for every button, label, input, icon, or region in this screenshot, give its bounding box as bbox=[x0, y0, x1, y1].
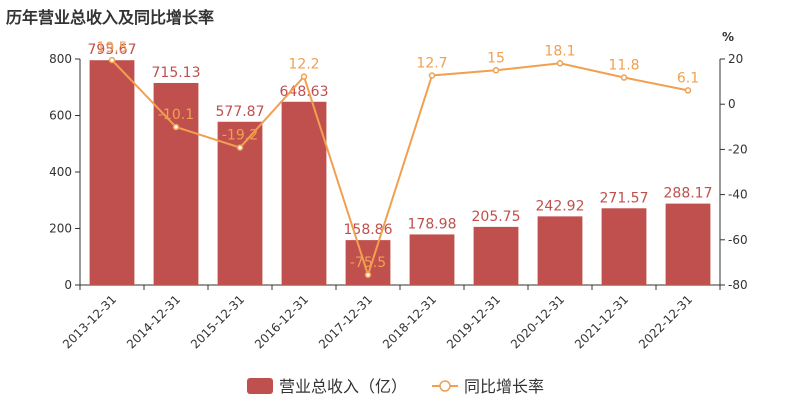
legend-line-marker bbox=[439, 380, 451, 392]
bar-value-label: 715.13 bbox=[152, 65, 201, 81]
bar bbox=[473, 226, 519, 285]
right-tick-label: 0 bbox=[728, 97, 736, 111]
line-value-label: 12.2 bbox=[288, 57, 319, 73]
left-tick-label: 0 bbox=[64, 278, 72, 292]
right-axis-unit: % bbox=[722, 30, 734, 44]
bar-series bbox=[89, 60, 711, 286]
right-tick-label: 20 bbox=[728, 52, 743, 66]
bar bbox=[281, 101, 327, 285]
right-tick-label: -20 bbox=[728, 142, 748, 156]
x-tick-label: 2017-12-31 bbox=[316, 292, 375, 351]
legend-bar-swatch bbox=[247, 378, 273, 394]
line-point bbox=[620, 74, 628, 81]
x-tick-label: 2018-12-31 bbox=[380, 292, 439, 351]
line-labels: 19.5 -10.1 -19.2 12.2 -75.5 12.7 15 18.1 11.8 6.1 bbox=[96, 40, 699, 271]
line-point bbox=[236, 144, 244, 151]
left-tick-label: 600 bbox=[49, 109, 72, 123]
x-tick-label: 2020-12-31 bbox=[508, 292, 567, 351]
growth-line bbox=[111, 59, 689, 279]
line-value-label: 12.7 bbox=[416, 55, 447, 71]
bar-value-label: 648.63 bbox=[280, 84, 329, 100]
left-tick-label: 400 bbox=[49, 165, 72, 179]
line-value-label: -19.2 bbox=[222, 128, 258, 144]
line-value-label: 11.8 bbox=[608, 58, 639, 74]
bar-value-label: 577.87 bbox=[216, 104, 265, 120]
line-point bbox=[492, 67, 500, 74]
bar-value-label: 242.92 bbox=[536, 198, 585, 214]
line-value-label: 18.1 bbox=[544, 43, 575, 59]
x-tick-label: 2015-12-31 bbox=[188, 292, 247, 351]
legend-line-label: 同比增长率 bbox=[464, 377, 544, 396]
line-point bbox=[108, 56, 116, 64]
x-tick-label: 2021-12-31 bbox=[572, 292, 631, 351]
bar-value-label: 288.17 bbox=[664, 186, 713, 202]
line-value-label: -10.1 bbox=[158, 107, 194, 123]
x-tick-label: 2016-12-31 bbox=[252, 292, 311, 351]
line-point bbox=[172, 123, 180, 131]
x-tick-label: 2013-12-31 bbox=[60, 292, 119, 351]
bar bbox=[537, 216, 583, 285]
line-value-label: -75.5 bbox=[350, 255, 386, 271]
bar bbox=[409, 234, 455, 285]
bar-value-label: 178.98 bbox=[408, 216, 457, 232]
line-point bbox=[684, 87, 692, 94]
right-tick-label: -60 bbox=[728, 233, 748, 247]
legend-bar-label: 营业总收入（亿） bbox=[279, 377, 407, 396]
bar-value-label: 205.75 bbox=[472, 209, 521, 225]
line-value-label: 6.1 bbox=[677, 70, 699, 86]
left-tick-label: 200 bbox=[49, 222, 72, 236]
x-tick-label: 2022-12-31 bbox=[636, 292, 695, 351]
right-tick-label: -40 bbox=[728, 188, 748, 202]
bar-value-label: 271.57 bbox=[600, 190, 649, 206]
x-tick-label: 2019-12-31 bbox=[444, 292, 503, 351]
bar-value-label: 795.67 bbox=[88, 42, 137, 58]
line-point bbox=[364, 271, 372, 279]
line-point bbox=[428, 72, 436, 79]
right-tick-label: -80 bbox=[728, 278, 748, 292]
line-series bbox=[108, 56, 692, 279]
bar bbox=[601, 208, 647, 285]
left-tick-label: 800 bbox=[49, 52, 72, 66]
bar bbox=[89, 60, 135, 286]
legend: 营业总收入（亿） 同比增长率 bbox=[247, 377, 544, 396]
chart-title: 历年营业总收入及同比增长率 bbox=[6, 8, 215, 27]
line-value-label: 15 bbox=[487, 50, 505, 66]
bar bbox=[153, 82, 199, 286]
line-point bbox=[300, 73, 308, 80]
bar bbox=[665, 203, 711, 285]
x-tick-label: 2014-12-31 bbox=[124, 292, 183, 351]
line-value-label: 19.5 bbox=[96, 40, 127, 56]
line-point bbox=[556, 60, 564, 67]
